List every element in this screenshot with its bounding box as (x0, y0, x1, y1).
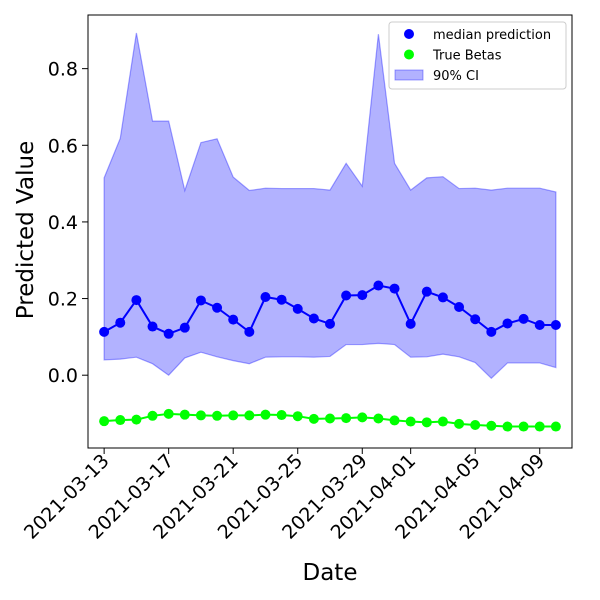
true-betas-point (115, 415, 126, 426)
true-betas-point (212, 410, 223, 421)
median-prediction-point (389, 283, 400, 294)
true-betas-point (470, 420, 481, 431)
x-axis-label: Date (303, 560, 358, 586)
median-prediction-point (502, 318, 513, 329)
true-betas-point (389, 415, 400, 426)
median-prediction-point (276, 294, 287, 305)
true-betas-point (486, 420, 497, 431)
median-prediction-point (357, 290, 368, 301)
median-prediction-point (179, 322, 190, 333)
median-prediction-point (373, 280, 384, 291)
median-prediction-point (454, 301, 465, 312)
median-prediction-point (260, 292, 271, 303)
true-betas-point (325, 413, 335, 424)
median-prediction-point (292, 303, 303, 314)
median-prediction-point (534, 320, 545, 330)
plot-area (99, 32, 561, 432)
true-betas-point (228, 410, 239, 421)
true-betas-point (550, 421, 561, 432)
median-prediction-point (99, 326, 110, 337)
median-prediction-point (437, 292, 448, 303)
true-betas-point (147, 410, 158, 421)
legend-label-true-betas: True Betas (432, 49, 502, 64)
legend-box (388, 21, 567, 90)
true-betas-point (454, 418, 465, 429)
median-prediction-point (550, 320, 561, 330)
y-tick-label: 0.4 (48, 212, 78, 234)
median-prediction-point (341, 290, 352, 301)
true-betas-point (131, 414, 142, 425)
y-tick-label: 0.6 (48, 135, 78, 157)
true-betas-point (195, 410, 206, 421)
true-betas-point (405, 416, 416, 427)
true-betas-point (437, 416, 448, 427)
true-betas-point (518, 421, 529, 432)
true-betas-point (99, 416, 110, 427)
median-prediction-point (163, 328, 174, 339)
true-betas-point (163, 408, 174, 419)
legend: median prediction True Betas 90% CI (388, 21, 567, 90)
true-betas-point (421, 417, 432, 428)
true-betas-point (276, 410, 287, 421)
median-prediction-point (147, 321, 158, 332)
true-betas-point (373, 413, 384, 424)
true-betas-point (244, 410, 255, 421)
true-betas-point (502, 421, 513, 432)
y-axis-label: Predicted Value (13, 141, 39, 319)
median-prediction-point (244, 326, 255, 337)
legend-swatch-90-ci (394, 69, 424, 81)
median-prediction-point (131, 295, 142, 306)
true-betas-point (308, 413, 319, 424)
median-prediction-point (115, 317, 126, 328)
legend-label-median-prediction: median prediction (433, 28, 551, 43)
median-prediction-point (212, 302, 223, 313)
legend-label-90-ci: 90% CI (433, 69, 479, 84)
ci-band (103, 32, 557, 380)
y-tick-label: 0.8 (48, 59, 78, 81)
median-prediction-point (325, 318, 335, 329)
true-betas-point (341, 413, 352, 424)
median-prediction-point (518, 313, 529, 324)
true-betas-point (534, 421, 545, 432)
axes-frame (87, 14, 573, 449)
legend-marker-median-prediction (404, 29, 414, 39)
true-betas-point (357, 412, 368, 423)
median-prediction-point (195, 295, 206, 306)
true-betas-point (179, 409, 190, 420)
true-betas-point (292, 411, 303, 422)
median-prediction-point (228, 314, 239, 325)
median-prediction-point (486, 326, 497, 337)
median-prediction-point (308, 313, 319, 324)
median-prediction-point (405, 318, 416, 329)
y-tick-label: 0.0 (48, 365, 78, 387)
true-betas-point (260, 409, 271, 420)
median-prediction-point (421, 286, 432, 297)
legend-marker-true-betas (404, 49, 414, 60)
y-tick-label: 0.2 (48, 289, 78, 311)
median-prediction-point (470, 314, 481, 325)
